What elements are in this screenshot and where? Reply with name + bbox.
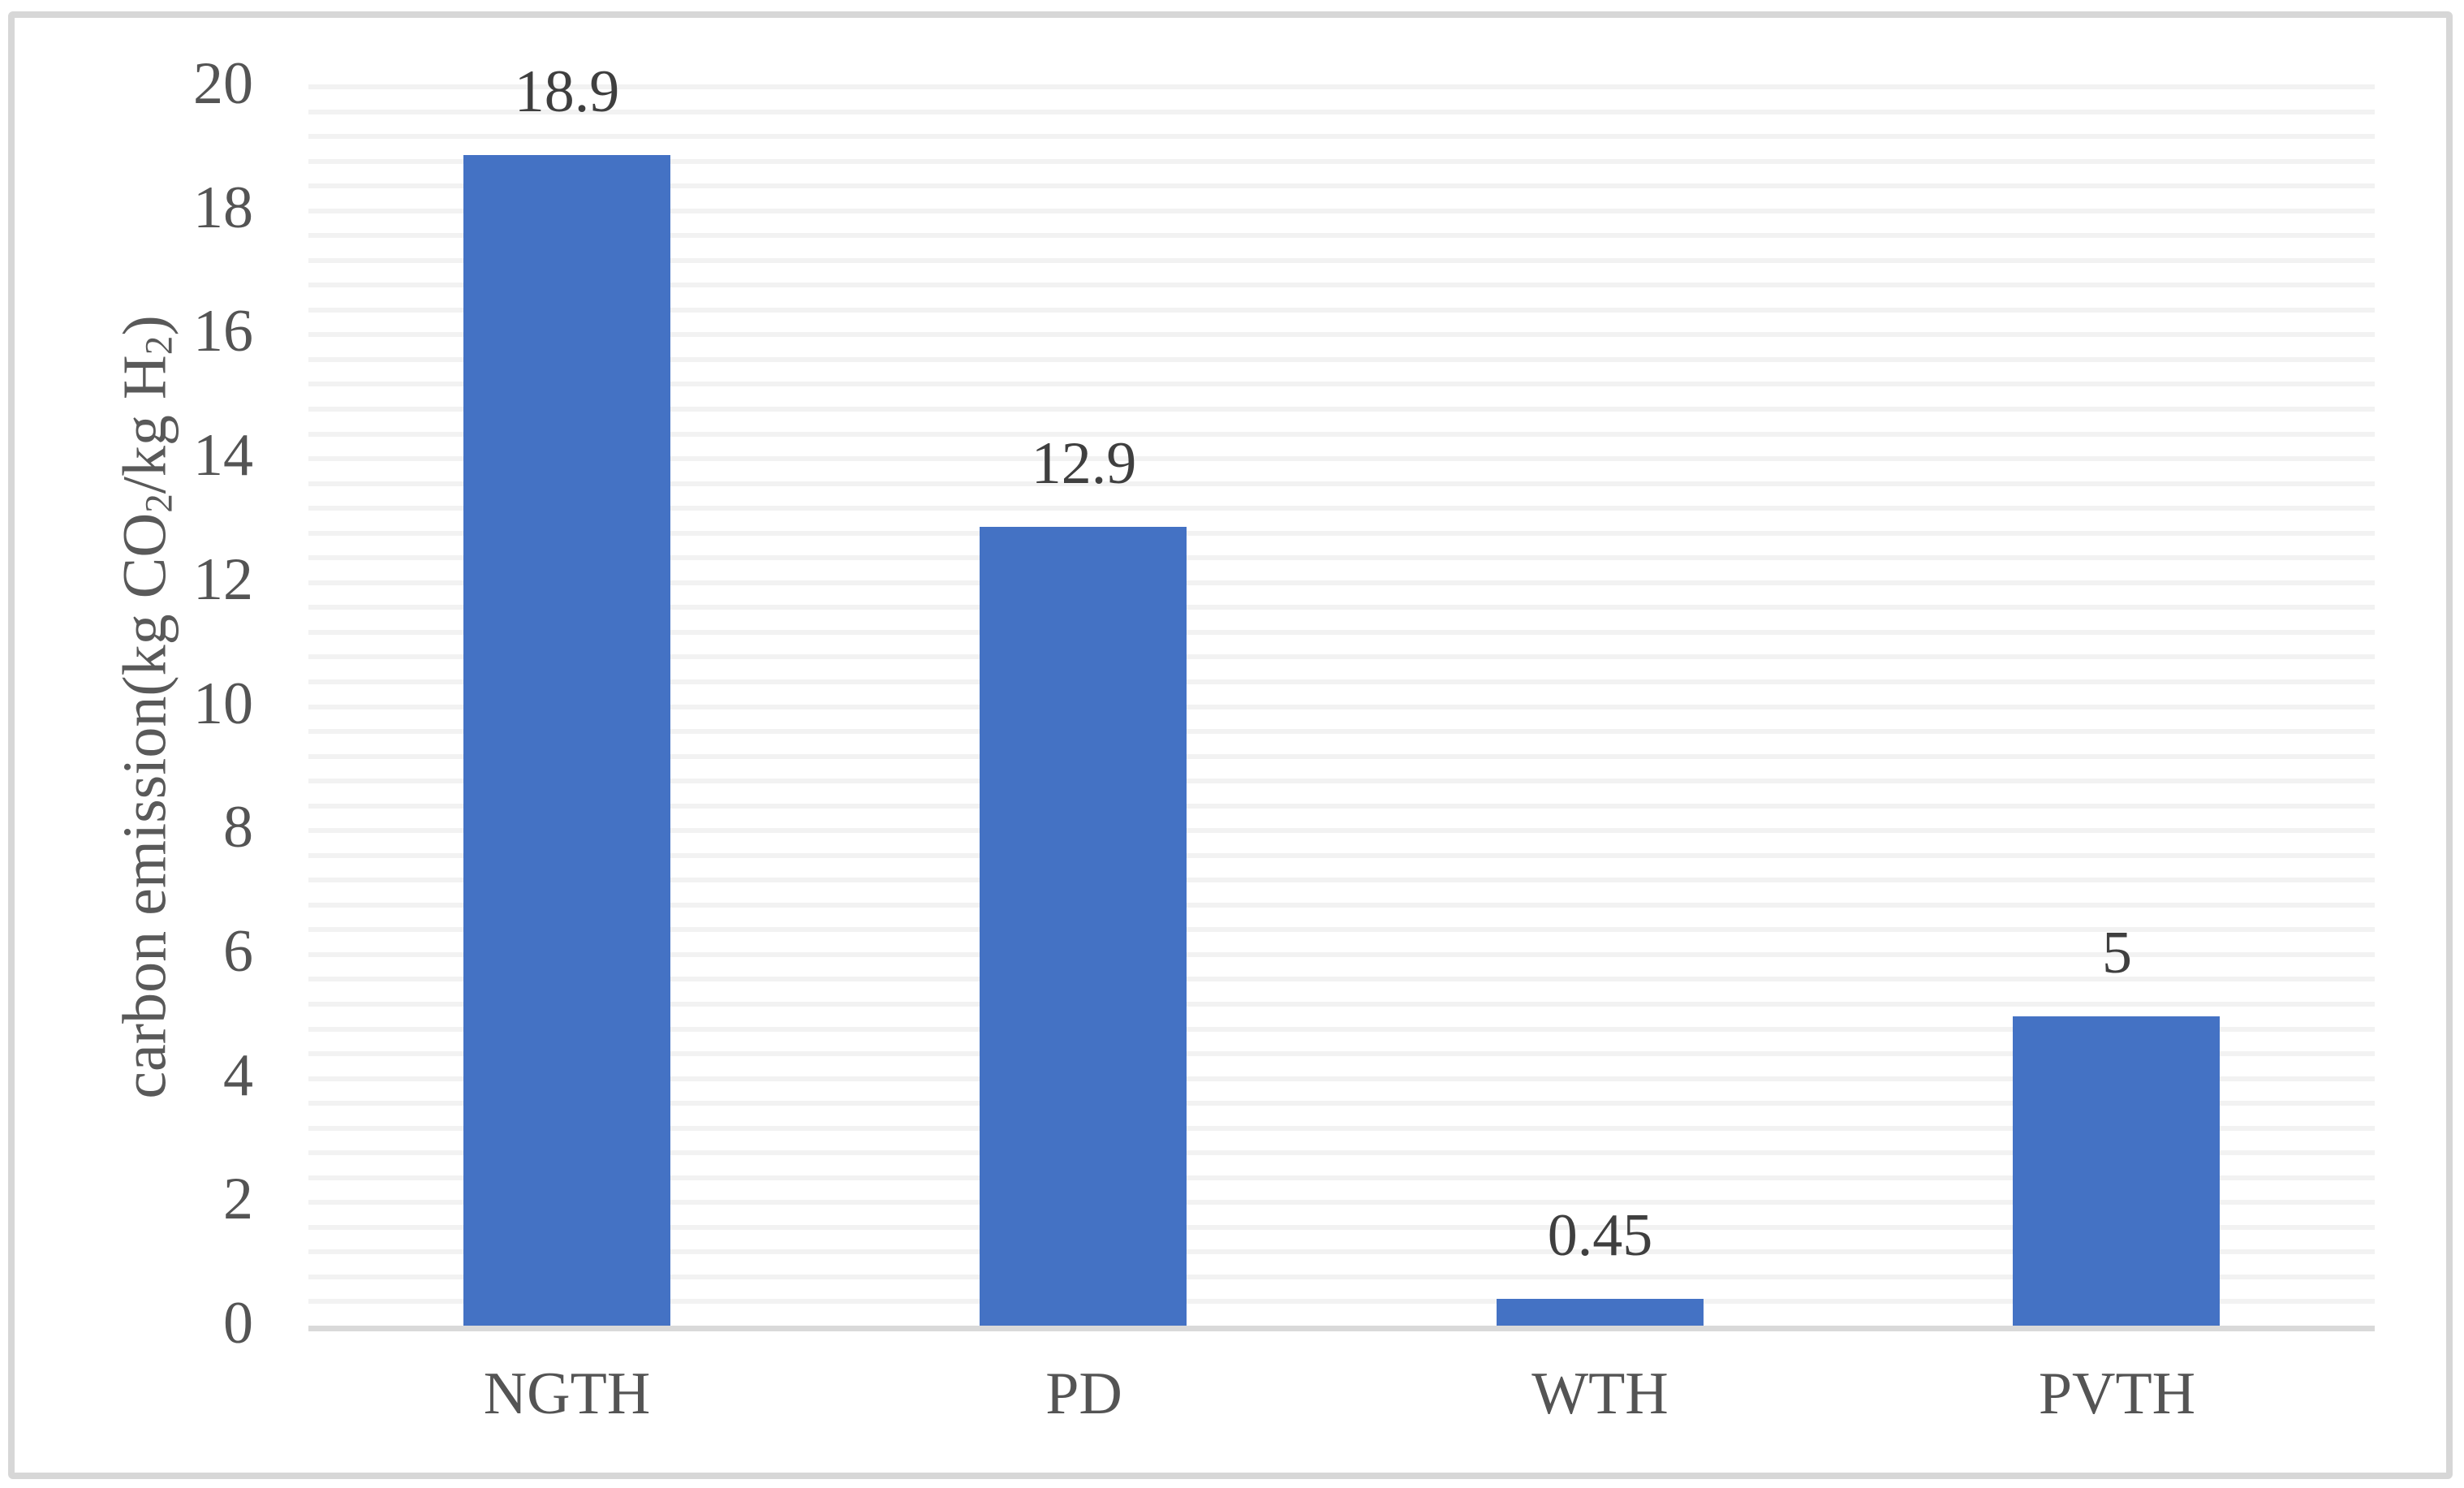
minor-gridline <box>308 679 2375 684</box>
minor-gridline <box>308 902 2375 908</box>
y-tick-label: 4 <box>223 1042 253 1109</box>
category-label-pvth: PVTH <box>2038 1361 2196 1427</box>
data-label-wth: 0.45 <box>1547 1201 1653 1269</box>
chart-outer-border <box>8 11 2453 1479</box>
bar-wth <box>1497 1298 1704 1326</box>
y-tick-label: 20 <box>193 50 253 117</box>
minor-gridline <box>308 283 2375 288</box>
data-label-pvth: 5 <box>2102 920 2132 987</box>
y-axis-title-text: ) <box>110 315 179 336</box>
minor-gridline <box>308 257 2375 263</box>
bar-pvth <box>2013 1016 2220 1326</box>
minor-gridline <box>308 158 2375 164</box>
category-label-ngth: NGTH <box>483 1361 651 1427</box>
minor-gridline <box>308 431 2375 437</box>
data-label-ngth: 18.9 <box>514 58 620 125</box>
y-tick-label: 16 <box>193 298 253 365</box>
x-axis-line <box>308 1326 2375 1331</box>
minor-gridline <box>308 208 2375 213</box>
minor-gridline <box>308 878 2375 883</box>
y-axis-title-subscript: 2 <box>138 494 181 513</box>
minor-gridline <box>308 506 2375 511</box>
minor-gridline <box>308 530 2375 536</box>
minor-gridline <box>308 307 2375 313</box>
minor-gridline <box>308 1175 2375 1180</box>
y-tick-label: 14 <box>193 422 253 490</box>
y-tick-label: 10 <box>193 670 253 737</box>
minor-gridline <box>308 481 2375 486</box>
minor-gridline <box>308 1150 2375 1156</box>
minor-gridline <box>308 803 2375 809</box>
minor-gridline <box>308 1224 2375 1230</box>
minor-gridline <box>308 407 2375 412</box>
minor-gridline <box>308 233 2375 239</box>
minor-gridline <box>308 852 2375 858</box>
minor-gridline <box>308 456 2375 462</box>
minor-gridline <box>308 927 2375 933</box>
minor-gridline <box>308 605 2375 610</box>
minor-gridline <box>308 1076 2375 1081</box>
y-axis-title: carbon emission(kg CO2/kg H2) <box>110 88 181 1327</box>
minor-gridline <box>308 828 2375 834</box>
category-label-wth: WTH <box>1531 1361 1669 1427</box>
y-tick-label: 2 <box>223 1166 253 1233</box>
minor-gridline <box>308 1299 2375 1305</box>
minor-gridline <box>308 332 2375 338</box>
bar-pd <box>980 527 1187 1326</box>
y-axis-title-text: /kg H <box>110 355 179 494</box>
y-axis-title-subscript: 2 <box>138 335 181 356</box>
minor-gridline <box>308 1125 2375 1131</box>
minor-gridline <box>308 629 2375 635</box>
minor-gridline <box>308 382 2375 387</box>
minor-gridline <box>308 654 2375 660</box>
minor-gridline <box>308 753 2375 759</box>
minor-gridline <box>308 729 2375 735</box>
bar-ngth <box>463 154 670 1326</box>
minor-gridline <box>308 704 2375 709</box>
minor-gridline <box>308 1274 2375 1279</box>
minor-gridline <box>308 84 2375 89</box>
minor-gridline <box>308 1026 2375 1032</box>
minor-gridline <box>308 779 2375 784</box>
minor-gridline <box>308 1101 2375 1106</box>
minor-gridline <box>308 555 2375 561</box>
data-label-pd: 12.9 <box>1031 430 1137 498</box>
minor-gridline <box>308 1249 2375 1255</box>
y-tick-label: 18 <box>193 174 253 241</box>
y-axis-title-text: carbon emission(kg CO <box>110 512 179 1099</box>
y-tick-label: 6 <box>223 917 253 985</box>
minor-gridline <box>308 356 2375 362</box>
minor-gridline <box>308 951 2375 957</box>
y-tick-label: 0 <box>223 1290 253 1356</box>
category-label-pd: PD <box>1045 1361 1122 1427</box>
minor-gridline <box>308 109 2375 114</box>
minor-gridline <box>308 134 2375 140</box>
minor-gridline <box>308 1001 2375 1007</box>
minor-gridline <box>308 977 2375 982</box>
minor-gridline <box>308 1051 2375 1057</box>
minor-gridline <box>308 580 2375 585</box>
minor-gridline <box>308 183 2375 189</box>
y-tick-label: 12 <box>193 546 253 613</box>
minor-gridline <box>308 1200 2375 1205</box>
y-tick-label: 8 <box>223 794 253 861</box>
